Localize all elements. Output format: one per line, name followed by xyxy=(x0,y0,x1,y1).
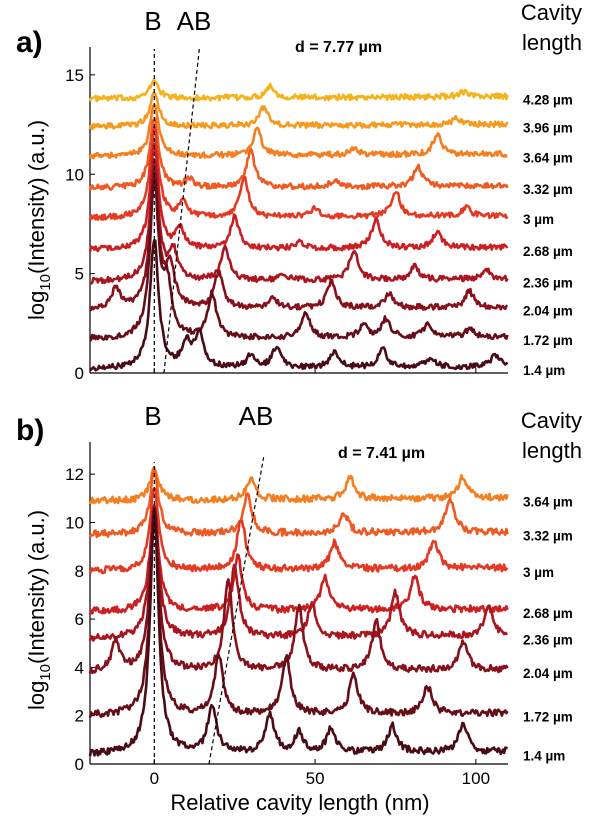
series-line xyxy=(88,104,508,160)
panel-a-marker-b: B xyxy=(144,6,161,36)
panel-b-series-labels: 3.64 µm 3.32 µm 3 µm 2.68 µm 2.36 µm 2.04 µm 1… xyxy=(523,495,573,764)
x-tick-label: 100 xyxy=(462,769,490,788)
panel-a-marker-ab: AB xyxy=(177,6,212,36)
panel-b-series-lines xyxy=(88,466,509,757)
panel-a: a) B AB Cavity length d = 7.77 µm log10(… xyxy=(16,0,582,383)
series-line xyxy=(88,487,509,575)
series-label: 3.64 µm xyxy=(523,495,573,510)
x-tick-label: 0 xyxy=(150,769,159,788)
series-label: 3 µm xyxy=(523,565,554,580)
series-line xyxy=(88,91,509,131)
series-line xyxy=(88,469,509,539)
series-label: 2.36 µm xyxy=(523,632,573,647)
series-label: 1.4 µm xyxy=(523,363,565,378)
panel-a-letter: a) xyxy=(16,26,43,59)
panel-b-marker-b: B xyxy=(144,401,161,431)
panel-b-marker-ab: AB xyxy=(239,401,274,431)
panel-a-header-line2: length xyxy=(522,30,582,55)
series-line xyxy=(88,125,509,221)
series-label: 3.96 µm xyxy=(523,121,573,136)
panel-b-header-line2: length xyxy=(522,438,582,463)
series-line xyxy=(89,239,509,372)
series-label: 3 µm xyxy=(523,212,554,227)
panel-b-xlabel: Relative cavity length (nm) xyxy=(170,790,429,815)
y-tick-label: 4 xyxy=(75,658,84,677)
y-tick-label: 10 xyxy=(65,513,84,532)
series-label: 3.32 µm xyxy=(523,182,573,197)
y-tick-label: 8 xyxy=(75,562,84,581)
y-tick-label: 0 xyxy=(75,364,84,383)
y-tick-label: 15 xyxy=(65,66,84,85)
panel-a-series-lines xyxy=(88,78,509,372)
panel-b-header-line1: Cavity xyxy=(521,408,582,433)
panel-b-annotation: d = 7.41 µm xyxy=(338,445,425,462)
series-label: 2.68 µm xyxy=(523,606,573,621)
y-tick-label: 0 xyxy=(75,755,84,774)
series-line xyxy=(88,117,509,191)
series-label: 4.28 µm xyxy=(523,93,573,108)
panel-a-axes: 0 5 10 15 xyxy=(65,47,508,383)
series-label: 2.68 µm xyxy=(523,244,573,259)
panel-b-letter: b) xyxy=(16,414,44,447)
panel-b-axes: 0 2 4 6 8 10 12 0 50 100 xyxy=(65,442,508,788)
guide-line xyxy=(208,457,265,765)
y-tick-label: 6 xyxy=(75,610,84,629)
y-tick-label: 2 xyxy=(75,707,84,726)
panel-a-guide-lines xyxy=(153,48,200,374)
panel-a-ylabel: log10(Intensity) (a.u.) xyxy=(24,120,54,320)
panel-a-series-labels: 4.28 µm 3.96 µm 3.64 µm 3.32 µm 3 µm 2.68 µm 2… xyxy=(523,93,573,378)
series-line xyxy=(88,142,509,253)
series-label: 2.04 µm xyxy=(523,666,573,681)
series-line xyxy=(88,510,509,757)
y-tick-label: 5 xyxy=(75,265,84,284)
series-label: 3.32 µm xyxy=(523,529,573,544)
panel-b: b) B AB Cavity length d = 7.41 µm log10(… xyxy=(16,401,582,815)
series-line xyxy=(89,176,509,342)
series-label: 1.72 µm xyxy=(523,333,573,348)
series-line xyxy=(88,78,509,103)
panel-a-header-line1: Cavity xyxy=(521,0,582,25)
y-tick-label: 12 xyxy=(65,465,84,484)
series-label: 2.36 µm xyxy=(523,276,573,291)
series-label: 1.4 µm xyxy=(523,748,565,763)
y-tick-label: 10 xyxy=(65,165,84,184)
panel-b-ylabel: log10(Intensity) (a.u.) xyxy=(24,510,54,710)
x-tick-label: 50 xyxy=(306,769,325,788)
panel-b-guide-lines xyxy=(153,457,265,765)
series-line xyxy=(88,466,509,505)
panel-a-annotation: d = 7.77 µm xyxy=(295,39,382,56)
series-label: 2.04 µm xyxy=(523,303,573,318)
series-label: 1.72 µm xyxy=(523,710,573,725)
guide-line xyxy=(163,48,200,374)
series-label: 3.64 µm xyxy=(523,150,573,165)
